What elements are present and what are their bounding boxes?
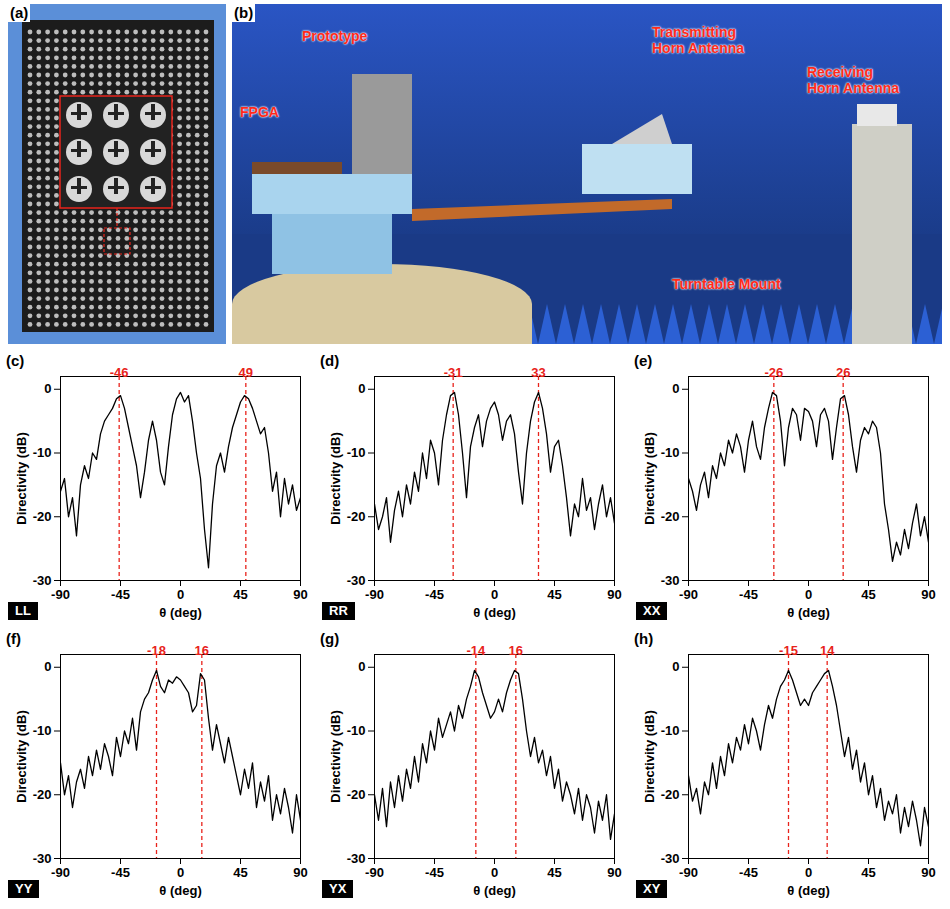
svg-text:-18: -18	[147, 643, 166, 658]
html-text:Receiving Horn Antenna: Receiving Horn Antenna	[807, 64, 899, 96]
html-text:(e): (e)	[634, 352, 653, 369]
svg-text:0: 0	[491, 587, 498, 602]
svg-text:0: 0	[805, 865, 812, 880]
svg-text:45: 45	[861, 865, 875, 880]
html-text:(a): (a)	[10, 4, 29, 21]
svg-text:-46: -46	[110, 365, 129, 380]
svg-text:16: 16	[195, 643, 209, 658]
svg-text:33: 33	[531, 365, 545, 380]
html-text:LL: LL	[15, 603, 31, 618]
svg-text:-10: -10	[661, 445, 680, 460]
svg-text:0: 0	[177, 865, 184, 880]
svg-text:Directivity (dB): Directivity (dB)	[14, 432, 29, 524]
svg-text:Directivity (dB): Directivity (dB)	[642, 432, 657, 524]
svg-text:0: 0	[805, 587, 812, 602]
svg-text:-30: -30	[33, 573, 52, 588]
svg-text:-45: -45	[739, 587, 758, 602]
svg-text:-30: -30	[661, 573, 680, 588]
html-text:RR: RR	[329, 603, 348, 618]
svg-text:14: 14	[820, 643, 835, 658]
svg-text:90: 90	[921, 587, 935, 602]
html-text:(d): (d)	[320, 352, 340, 369]
svg-text:-10: -10	[347, 723, 366, 738]
svg-text:0: 0	[44, 381, 51, 396]
svg-text:-10: -10	[661, 723, 680, 738]
svg-text:0: 0	[672, 381, 679, 396]
svg-text:-10: -10	[347, 445, 366, 460]
html-text:(g): (g)	[320, 630, 340, 647]
svg-text:-30: -30	[347, 851, 366, 866]
html-text:(b): (b)	[234, 4, 254, 21]
svg-text:0: 0	[177, 587, 184, 602]
svg-text:45: 45	[547, 587, 561, 602]
html-text:YY: YY	[15, 881, 33, 896]
html-text:FPGA: FPGA	[240, 104, 279, 120]
svg-text:90: 90	[607, 587, 621, 602]
svg-text:-20: -20	[33, 787, 52, 802]
svg-text:-90: -90	[679, 587, 698, 602]
svg-text:-15: -15	[779, 643, 798, 658]
html-text:(c): (c)	[6, 352, 25, 369]
svg-text:θ (deg): θ (deg)	[159, 605, 201, 620]
svg-text:-90: -90	[51, 587, 70, 602]
svg-text:-26: -26	[764, 365, 783, 380]
svg-text:-30: -30	[661, 851, 680, 866]
html-text:XX: XX	[643, 603, 661, 618]
svg-text:-20: -20	[661, 787, 680, 802]
svg-text:-30: -30	[347, 573, 366, 588]
svg-text:0: 0	[358, 381, 365, 396]
svg-text:-30: -30	[33, 851, 52, 866]
svg-text:26: 26	[836, 365, 850, 380]
svg-text:45: 45	[861, 587, 875, 602]
html-text:(f): (f)	[6, 630, 21, 647]
svg-text:45: 45	[233, 587, 247, 602]
html-text:Prototype: Prototype	[302, 28, 368, 44]
svg-text:-20: -20	[33, 509, 52, 524]
svg-text:-90: -90	[365, 865, 384, 880]
svg-text:Directivity (dB): Directivity (dB)	[328, 710, 343, 802]
svg-text:-45: -45	[739, 865, 758, 880]
svg-text:-10: -10	[33, 723, 52, 738]
svg-text:49: 49	[239, 365, 253, 380]
svg-text:0: 0	[358, 659, 365, 674]
svg-text:-45: -45	[111, 865, 130, 880]
svg-text:0: 0	[44, 659, 51, 674]
svg-text:-20: -20	[347, 787, 366, 802]
svg-text:90: 90	[921, 865, 935, 880]
svg-text:θ (deg): θ (deg)	[787, 883, 829, 898]
html-text:Turntable Mount: Turntable Mount	[672, 276, 781, 292]
svg-text:-90: -90	[365, 587, 384, 602]
svg-text:-90: -90	[51, 865, 70, 880]
svg-text:θ (deg): θ (deg)	[473, 883, 515, 898]
svg-text:θ (deg): θ (deg)	[159, 883, 201, 898]
html-text:Transmitting Horn Antenna: Transmitting Horn Antenna	[652, 24, 744, 56]
svg-text:-45: -45	[425, 587, 444, 602]
svg-text:θ (deg): θ (deg)	[473, 605, 515, 620]
svg-text:0: 0	[491, 865, 498, 880]
svg-text:-31: -31	[444, 365, 463, 380]
svg-text:45: 45	[547, 865, 561, 880]
svg-text:90: 90	[293, 865, 307, 880]
svg-text:0: 0	[672, 659, 679, 674]
svg-text:16: 16	[509, 643, 523, 658]
svg-text:90: 90	[607, 865, 621, 880]
svg-text:Directivity (dB): Directivity (dB)	[14, 710, 29, 802]
svg-text:-10: -10	[33, 445, 52, 460]
svg-text:-14: -14	[466, 643, 486, 658]
html-text:XY: XY	[643, 881, 661, 896]
svg-text:90: 90	[293, 587, 307, 602]
svg-text:-45: -45	[425, 865, 444, 880]
svg-text:θ (deg): θ (deg)	[787, 605, 829, 620]
svg-text:-20: -20	[661, 509, 680, 524]
svg-text:-90: -90	[679, 865, 698, 880]
svg-text:-20: -20	[347, 509, 366, 524]
svg-text:-45: -45	[111, 587, 130, 602]
html-text:(h): (h)	[634, 630, 654, 647]
html-text:YX: YX	[329, 881, 347, 896]
svg-text:45: 45	[233, 865, 247, 880]
svg-text:Directivity (dB): Directivity (dB)	[642, 710, 657, 802]
svg-text:Directivity (dB): Directivity (dB)	[328, 432, 343, 524]
